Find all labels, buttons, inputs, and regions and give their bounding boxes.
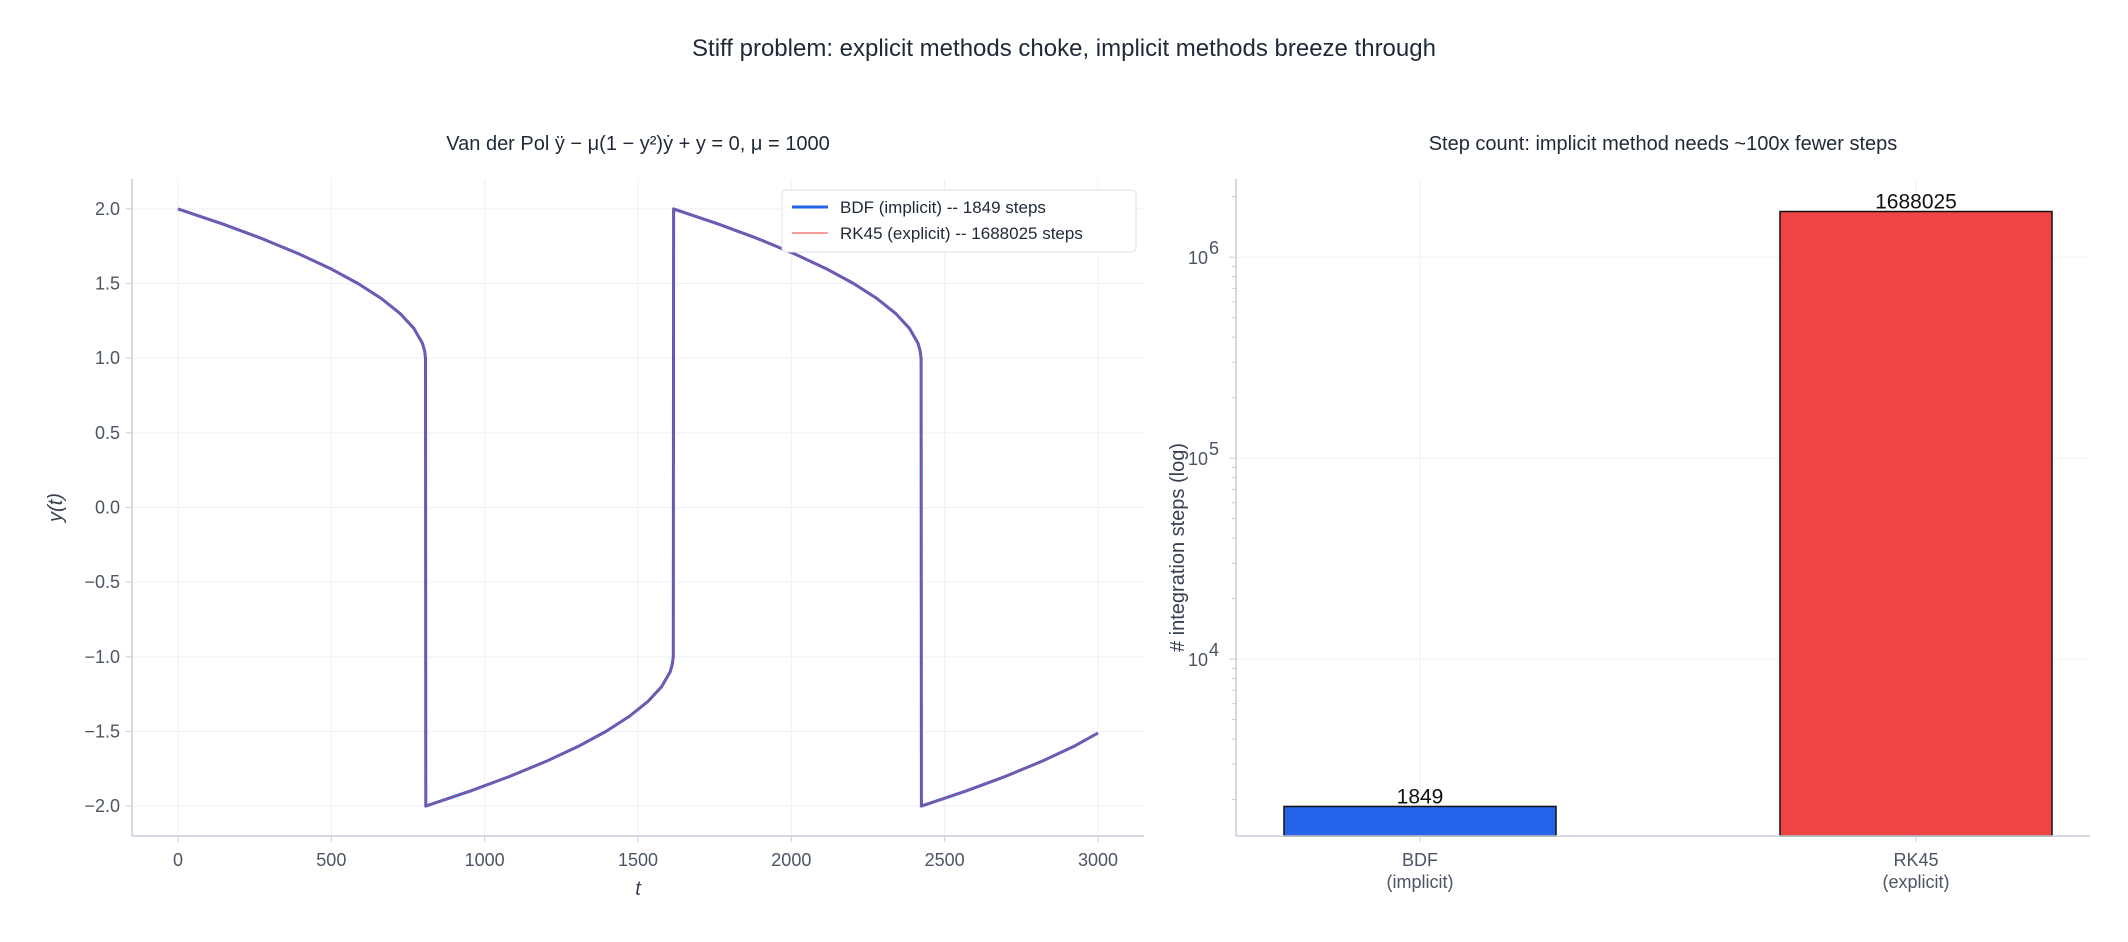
series-line-rk45: [177, 208, 1099, 807]
y-tick-label: −1.0: [84, 647, 120, 667]
y-tick-exponent: 6: [1209, 238, 1219, 258]
x-tick-label-sub: (explicit): [1882, 872, 1949, 892]
x-tick-label: RK45: [1893, 850, 1938, 870]
x-axis-label: t: [635, 878, 642, 900]
y-tick-exponent: 4: [1209, 640, 1219, 660]
y-tick-exponent: 5: [1209, 439, 1219, 459]
legend: BDF (implicit) -- 1849 steps RK45 (explic…: [781, 189, 1137, 253]
left-chart: 0 500 1000 1500 2000 2500 3000 2.0 1.5 1.0 0.5 0.0 −…: [45, 133, 1144, 900]
figure-suptitle: Stiff problem: explicit methods choke, i…: [692, 35, 1436, 62]
y-tick-label: 0.0: [95, 498, 120, 518]
legend-entry: BDF (implicit) -- 1849 steps: [840, 198, 1046, 217]
x-tick-label: 2000: [771, 850, 811, 870]
x-tick-label: BDF: [1402, 850, 1438, 870]
y-tick-label: 1.5: [95, 274, 120, 294]
bar-rk45: [1779, 210, 2053, 837]
chart-title: Step count: implicit method needs ~100x …: [1429, 133, 1898, 155]
y-tick-label: 1.0: [95, 348, 120, 368]
bar-data-label: 1849: [1397, 785, 1444, 808]
x-tick-label: 0: [173, 850, 183, 870]
y-axis-label: # integration steps (log): [1167, 443, 1189, 652]
y-tick-label: −1.5: [84, 721, 120, 741]
y-tick-label: 10: [1188, 248, 1208, 268]
bar-bdf: [1283, 805, 1557, 837]
y-tick-label: 0.5: [95, 423, 120, 443]
chart-title: Van der Pol ÿ − μ(1 − y²)ẏ + y = 0, μ = …: [446, 133, 829, 155]
x-tick-label: 3000: [1078, 850, 1118, 870]
x-tick-label: 500: [316, 850, 346, 870]
y-tick-label: −0.5: [84, 572, 120, 592]
y-tick-label: 2.0: [95, 199, 120, 219]
x-tick-label: 1000: [465, 850, 505, 870]
legend-entry: RK45 (explicit) -- 1688025 steps: [840, 224, 1083, 243]
y-axis-label: y(t): [45, 493, 67, 524]
y-tick-label: −2.0: [84, 796, 120, 816]
x-tick-label: 2500: [925, 850, 965, 870]
bar-data-label: 1688025: [1875, 191, 1957, 214]
x-tick-label: 1500: [618, 850, 658, 870]
y-tick-label: 10: [1188, 650, 1208, 670]
x-tick-label-sub: (implicit): [1387, 872, 1454, 892]
legend-box: [781, 189, 1137, 253]
y-tick-label: 10: [1188, 449, 1208, 469]
